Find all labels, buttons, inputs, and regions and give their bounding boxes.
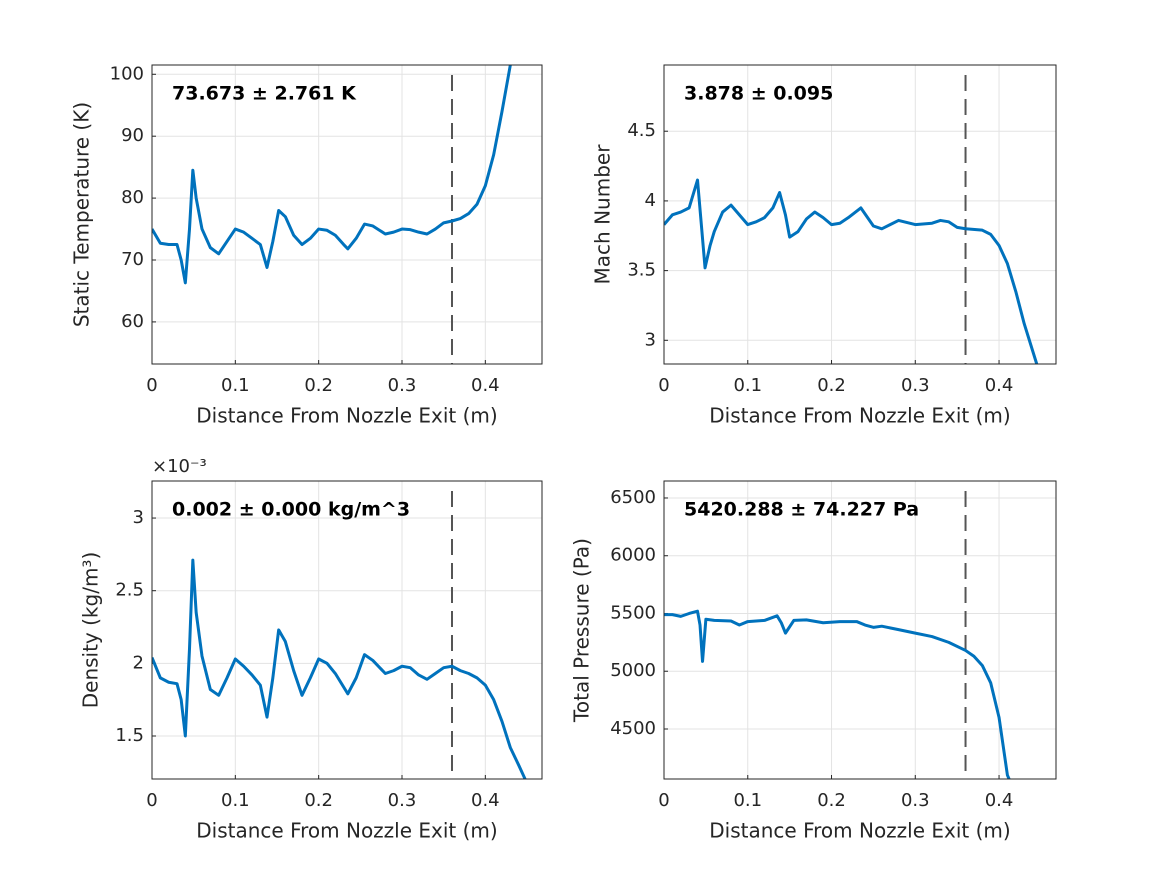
y-tick-label: 60 bbox=[121, 311, 144, 332]
y-tick-label: 6500 bbox=[610, 487, 656, 508]
y-tick-label: 4500 bbox=[610, 718, 656, 739]
y-tick-label: 4.5 bbox=[627, 120, 656, 141]
x-tick-label: 0.2 bbox=[304, 790, 333, 811]
subplot: 0 0.1 0.2 0.3 0.4 4500 5000 5500 6000 6500 5420.28… bbox=[570, 480, 1057, 843]
x-axis-label: Distance From Nozzle Exit (m) bbox=[709, 819, 1010, 843]
y-multiplier: ×10⁻³ bbox=[152, 456, 207, 477]
x-axis-label: Distance From Nozzle Exit (m) bbox=[709, 404, 1010, 428]
axes-box bbox=[663, 480, 1057, 780]
x-tick-label: 0 bbox=[146, 790, 157, 811]
x-tick-label: 0.4 bbox=[985, 375, 1014, 396]
y-axis-label: Static Temperature (K) bbox=[70, 102, 94, 327]
x-tick-label: 0.3 bbox=[388, 375, 417, 396]
x-tick-label: 0.1 bbox=[221, 790, 250, 811]
x-tick-label: 0.4 bbox=[985, 790, 1014, 811]
x-tick-label: 0.1 bbox=[221, 375, 250, 396]
x-tick-label: 0.2 bbox=[817, 375, 846, 396]
x-tick-label: 0.2 bbox=[817, 790, 846, 811]
x-tick-label: 0.1 bbox=[733, 375, 762, 396]
subplot: 0 0.1 0.2 0.3 0.4 60 70 80 90 100 73.673 ± 2.761 K… bbox=[70, 63, 543, 428]
x-axis-label: Distance From Nozzle Exit (m) bbox=[196, 819, 497, 843]
axes-box bbox=[151, 64, 543, 365]
x-tick-label: 0.4 bbox=[471, 375, 500, 396]
y-tick-label: 1.5 bbox=[115, 725, 144, 746]
y-tick-label: 4 bbox=[645, 190, 656, 211]
y-tick-label: 3 bbox=[645, 329, 656, 350]
y-tick-label: 5500 bbox=[610, 602, 656, 623]
x-tick-label: 0 bbox=[146, 375, 157, 396]
x-tick-label: 0.3 bbox=[388, 790, 417, 811]
data-line bbox=[152, 65, 512, 285]
x-tick-label: 0.4 bbox=[471, 790, 500, 811]
y-tick-label: 2 bbox=[133, 652, 144, 673]
subplot: 0 0.1 0.2 0.3 0.4 1.5 2 2.5 3 0.002 ± 0.000 kg/m^… bbox=[79, 456, 543, 843]
annotation: 3.878 ± 0.095 bbox=[684, 83, 833, 105]
x-tick-label: 0.3 bbox=[901, 790, 930, 811]
annotation: 5420.288 ± 74.227 Pa bbox=[684, 499, 919, 521]
y-tick-label: 5000 bbox=[610, 660, 656, 681]
y-tick-label: 2.5 bbox=[115, 580, 144, 601]
y-tick-label: 3.5 bbox=[627, 260, 656, 281]
annotation: 0.002 ± 0.000 kg/m^3 bbox=[172, 499, 410, 521]
y-tick-label: 80 bbox=[121, 187, 144, 208]
x-tick-label: 0.3 bbox=[901, 375, 930, 396]
x-axis-label: Distance From Nozzle Exit (m) bbox=[196, 404, 497, 428]
y-tick-label: 70 bbox=[121, 249, 144, 270]
x-tick-label: 0 bbox=[658, 790, 669, 811]
y-axis-label: Total Pressure (Pa) bbox=[570, 538, 594, 723]
y-axis-label: Density (kg/m³) bbox=[79, 552, 103, 709]
data-line bbox=[664, 609, 1011, 779]
y-tick-label: 6000 bbox=[610, 545, 656, 566]
y-tick-label: 100 bbox=[110, 63, 144, 84]
x-tick-label: 0 bbox=[658, 375, 669, 396]
y-tick-label: 90 bbox=[121, 125, 144, 146]
axes-box bbox=[151, 480, 543, 780]
data-line bbox=[664, 178, 1039, 364]
x-tick-label: 0.1 bbox=[733, 790, 762, 811]
y-tick-label: 3 bbox=[133, 507, 144, 528]
data-line bbox=[152, 558, 527, 779]
x-tick-label: 0.2 bbox=[304, 375, 333, 396]
y-axis-label: Mach Number bbox=[591, 144, 615, 285]
annotation: 73.673 ± 2.761 K bbox=[172, 83, 357, 105]
axes-box bbox=[663, 64, 1057, 365]
subplot: 0 0.1 0.2 0.3 0.4 3 3.5 4 4.5 3.878 ± 0.095 Distan… bbox=[591, 64, 1057, 428]
